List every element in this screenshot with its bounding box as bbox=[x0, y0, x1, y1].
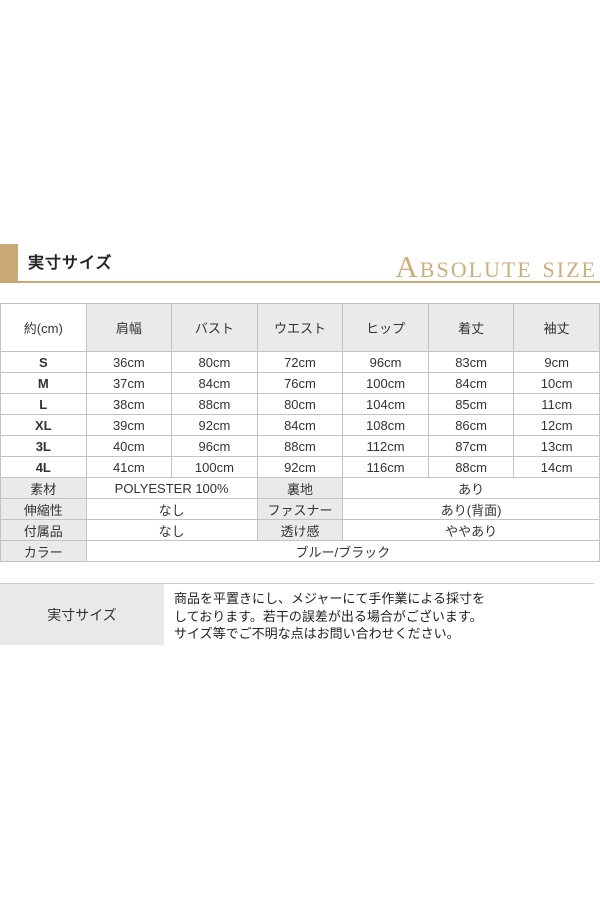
spec-label: 裏地 bbox=[256, 477, 344, 499]
spec-label: 素材 bbox=[0, 477, 87, 499]
cell: 36cm bbox=[85, 351, 173, 373]
cell: 112cm bbox=[342, 435, 429, 457]
size-label: 4L bbox=[0, 456, 87, 478]
cell: 76cm bbox=[256, 372, 344, 394]
note-text: 商品を平置きにし、メジャーにて手作業による採寸を しております。若干の誤差が出る… bbox=[164, 584, 594, 645]
spec-row: 素材 POLYESTER 100% 裏地 あり bbox=[0, 477, 600, 499]
spec-label: ファスナー bbox=[256, 498, 344, 520]
size-row: XL 39cm 92cm 84cm 108cm 86cm 12cm bbox=[0, 414, 600, 436]
col-header-unit: 約(cm) bbox=[0, 303, 87, 352]
section-title-en: Absolute Size bbox=[395, 249, 597, 284]
spec-value: なし bbox=[85, 519, 258, 541]
cell: 37cm bbox=[85, 372, 173, 394]
cell: 84cm bbox=[427, 372, 515, 394]
cell: 100cm bbox=[171, 456, 258, 478]
size-label: XL bbox=[0, 414, 87, 436]
spec-label: 付属品 bbox=[0, 519, 87, 541]
cell: 40cm bbox=[85, 435, 173, 457]
spec-row: 伸縮性 なし ファスナー あり(背面) bbox=[0, 498, 600, 520]
spec-label: 透け感 bbox=[256, 519, 344, 541]
cell: 92cm bbox=[171, 414, 258, 436]
size-label: 3L bbox=[0, 435, 87, 457]
size-row: 3L 40cm 96cm 88cm 112cm 87cm 13cm bbox=[0, 435, 600, 457]
cell: 100cm bbox=[342, 372, 429, 394]
accent-square bbox=[0, 244, 18, 281]
size-row: 4L 41cm 100cm 92cm 116cm 88cm 14cm bbox=[0, 456, 600, 478]
section-header: 実寸サイズ Absolute Size bbox=[0, 244, 600, 284]
cell: 13cm bbox=[513, 435, 600, 457]
col-header-waist: ウエスト bbox=[256, 303, 344, 352]
spec-value: POLYESTER 100% bbox=[85, 477, 258, 499]
cell: 86cm bbox=[427, 414, 515, 436]
spec-value: あり bbox=[342, 477, 600, 499]
cell: 88cm bbox=[256, 435, 344, 457]
size-label: M bbox=[0, 372, 87, 394]
cell: 39cm bbox=[85, 414, 173, 436]
cell: 84cm bbox=[171, 372, 258, 394]
size-label: L bbox=[0, 393, 87, 415]
cell: 12cm bbox=[513, 414, 600, 436]
spec-value: ブルー/ブラック bbox=[85, 540, 600, 562]
col-header-shoulder: 肩幅 bbox=[85, 303, 173, 352]
cell: 88cm bbox=[427, 456, 515, 478]
col-header-bust: バスト bbox=[171, 303, 258, 352]
note-label: 実寸サイズ bbox=[0, 584, 164, 645]
cell: 80cm bbox=[171, 351, 258, 373]
cell: 108cm bbox=[342, 414, 429, 436]
spec-row: カラー ブルー/ブラック bbox=[0, 540, 600, 562]
cell: 85cm bbox=[427, 393, 515, 415]
spec-label: カラー bbox=[0, 540, 87, 562]
note-line: しております。若干の誤差が出る場合がございます。 bbox=[174, 608, 483, 624]
header-row: 約(cm) 肩幅 バスト ウエスト ヒップ 着丈 袖丈 bbox=[0, 303, 600, 352]
cell: 84cm bbox=[256, 414, 344, 436]
spec-value: なし bbox=[85, 498, 258, 520]
cell: 72cm bbox=[256, 351, 344, 373]
size-spec-table: 約(cm) 肩幅 バスト ウエスト ヒップ 着丈 袖丈 S 36cm 80cm … bbox=[0, 303, 600, 562]
cell: 38cm bbox=[85, 393, 173, 415]
size-label: S bbox=[0, 351, 87, 373]
col-header-length: 着丈 bbox=[427, 303, 515, 352]
cell: 83cm bbox=[427, 351, 515, 373]
cell: 116cm bbox=[342, 456, 429, 478]
note-line: 商品を平置きにし、メジャーにて手作業による採寸を bbox=[174, 591, 485, 606]
spec-value: あり(背面) bbox=[342, 498, 600, 520]
cell: 41cm bbox=[85, 456, 173, 478]
cell: 14cm bbox=[513, 456, 600, 478]
spec-value: ややあり bbox=[342, 519, 600, 541]
spec-row: 付属品 なし 透け感 ややあり bbox=[0, 519, 600, 541]
cell: 10cm bbox=[513, 372, 600, 394]
cell: 96cm bbox=[171, 435, 258, 457]
cell: 88cm bbox=[171, 393, 258, 415]
cell: 96cm bbox=[342, 351, 429, 373]
cell: 11cm bbox=[513, 393, 600, 415]
cell: 104cm bbox=[342, 393, 429, 415]
col-header-sleeve: 袖丈 bbox=[513, 303, 600, 352]
measurement-note: 実寸サイズ 商品を平置きにし、メジャーにて手作業による採寸を しております。若干… bbox=[0, 583, 594, 645]
spec-label: 伸縮性 bbox=[0, 498, 87, 520]
size-row: M 37cm 84cm 76cm 100cm 84cm 10cm bbox=[0, 372, 600, 394]
col-header-hip: ヒップ bbox=[342, 303, 429, 352]
size-row: L 38cm 88cm 80cm 104cm 85cm 11cm bbox=[0, 393, 600, 415]
size-row: S 36cm 80cm 72cm 96cm 83cm 9cm bbox=[0, 351, 600, 373]
cell: 87cm bbox=[427, 435, 515, 457]
cell: 92cm bbox=[256, 456, 344, 478]
note-line: サイズ等でご不明な点はお問い合わせください。 bbox=[174, 626, 460, 641]
cell: 80cm bbox=[256, 393, 344, 415]
section-title-jp: 実寸サイズ bbox=[28, 255, 113, 272]
cell: 9cm bbox=[513, 351, 600, 373]
